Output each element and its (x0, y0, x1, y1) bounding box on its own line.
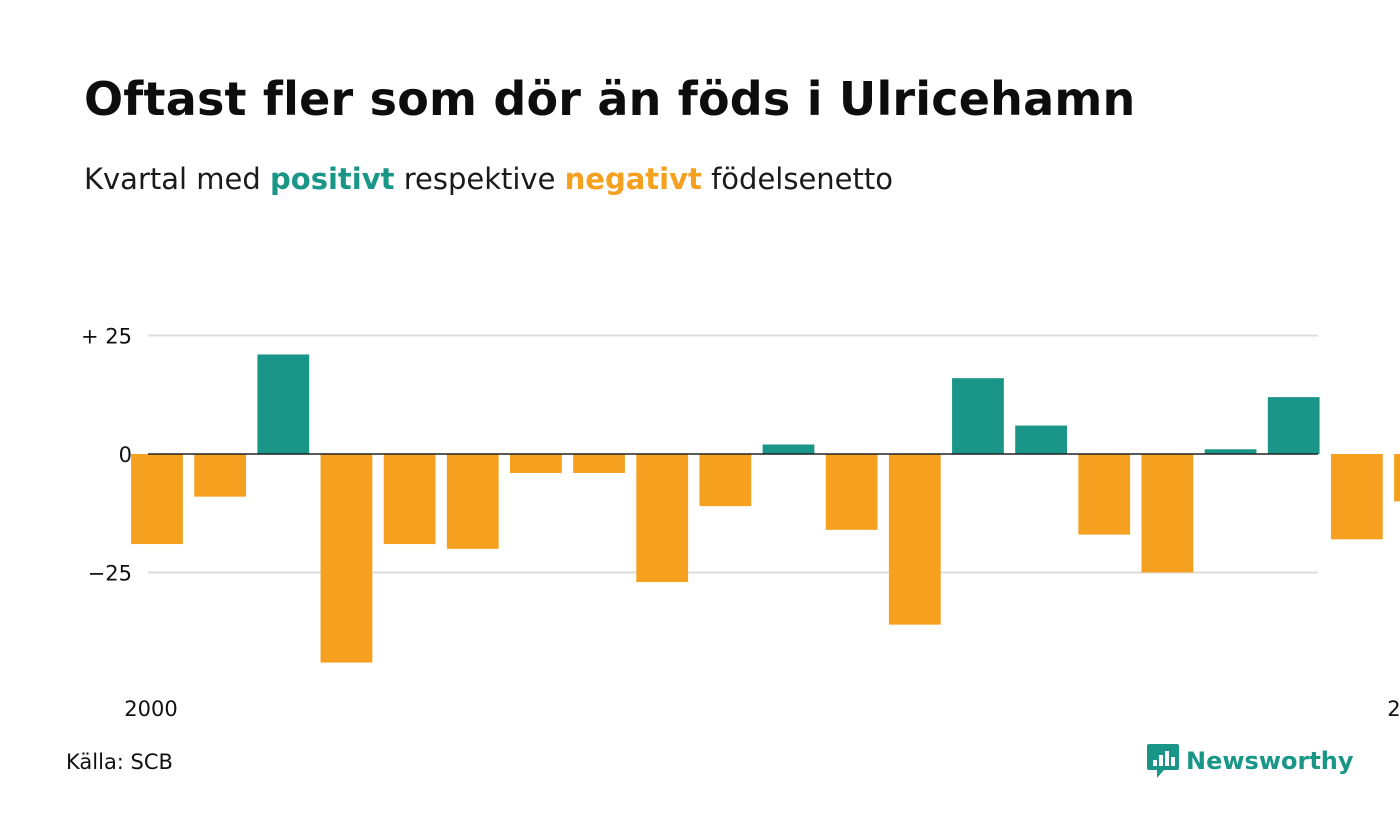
subtitle-negative-keyword: negativt (564, 162, 702, 196)
bar-positive (1267, 397, 1320, 454)
x-tick-label: 2000 (124, 697, 177, 721)
bar-negative (383, 454, 436, 545)
bar-negative (888, 454, 941, 625)
brand-name: Newsworthy (1186, 747, 1354, 775)
subtitle-middle: respektive (394, 162, 565, 196)
y-tick-label: −25 (88, 562, 132, 586)
bar-negative (1330, 454, 1383, 540)
bar-negative (1078, 454, 1131, 535)
subtitle-prefix: Kvartal med (84, 162, 271, 196)
bar-positive (762, 444, 815, 454)
bar-negative (825, 454, 878, 530)
bars (131, 354, 1400, 663)
bar-positive (1015, 425, 1067, 454)
subtitle-positive-keyword: positivt (270, 162, 395, 196)
bar-negative (446, 454, 499, 549)
chart-title: Oftast fler som dör än föds i Ulricehamn (84, 72, 1136, 126)
subtitle-suffix: födelsenetto (701, 162, 893, 196)
bar-positive (1204, 449, 1257, 454)
x-tick-label: 2005 (1387, 697, 1400, 721)
y-tick-label: + 25 (81, 325, 132, 349)
bar-negative (131, 454, 183, 545)
bar-negative (699, 454, 752, 507)
bar-positive (257, 354, 310, 454)
newsworthy-chart-bubble-icon (1147, 744, 1179, 778)
bar-negative (1394, 454, 1400, 502)
y-tick-label: 0 (119, 443, 132, 467)
bar-negative (510, 454, 562, 473)
bar-positive (952, 378, 1004, 454)
source-note: Källa: SCB (66, 750, 173, 774)
bar-negative (636, 454, 689, 582)
newsworthy-logo: Newsworthy (1146, 742, 1354, 780)
bar-negative (194, 454, 247, 497)
bar-negative (320, 454, 373, 663)
chart-subtitle: Kvartal med positivt respektive negativt… (84, 162, 893, 196)
axes: + 250−2520002005201020152020 (81, 325, 1400, 722)
bar-negative (1141, 454, 1194, 573)
bar-negative (573, 454, 625, 473)
